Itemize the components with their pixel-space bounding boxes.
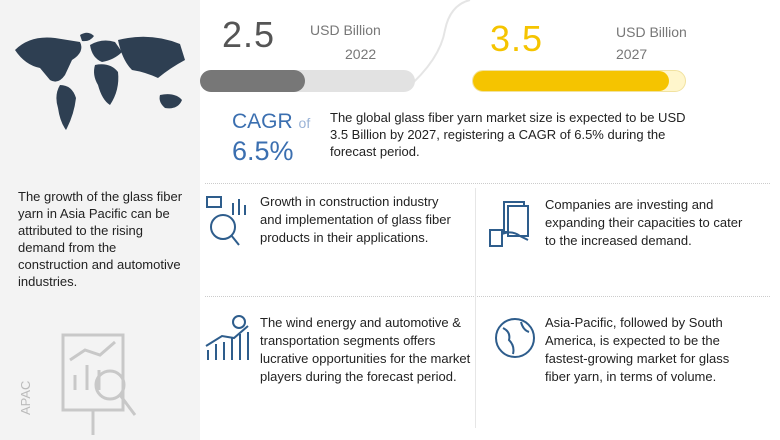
year-2022: 2022 — [345, 46, 377, 62]
world-map — [15, 32, 185, 130]
highlight: Growth in construction industry and impl… — [260, 194, 451, 245]
icon-growth — [205, 315, 249, 360]
highlight: Companies are investing and expanding th… — [545, 197, 743, 248]
divider — [475, 188, 476, 428]
year-2027: 2027 — [616, 46, 648, 62]
analysis-icon — [61, 333, 137, 435]
unit-2022: USD Billion — [310, 22, 381, 38]
divider — [205, 183, 770, 184]
value-2027: 3.5 — [490, 18, 544, 59]
region-label: APAC — [18, 380, 33, 415]
summary: The global glass fiber yarn market size … — [330, 110, 686, 159]
highlight: Asia-Pacific, followed by South America,… — [545, 315, 730, 384]
left-text: The growth of the glass fiber yarn in As… — [18, 189, 183, 289]
icon-globe — [495, 318, 535, 358]
decor-curve — [404, 0, 471, 90]
divider — [205, 296, 770, 297]
bar-fill-2022 — [200, 70, 305, 92]
bar-track-2022 — [200, 70, 415, 92]
bar-track-2027 — [472, 70, 686, 92]
left-panel: The growth of the glass fiber yarn in As… — [0, 0, 200, 440]
cagr-of: of — [298, 115, 311, 131]
highlight: The wind energy and automotive & transpo… — [260, 315, 471, 384]
value-2022: 2.5 — [222, 14, 276, 55]
unit-2027: USD Billion — [616, 24, 687, 40]
icon-investment — [489, 201, 529, 247]
cagr-label: CAGR of — [232, 110, 310, 134]
bar-fill-2027 — [473, 71, 669, 91]
cagr-word: CAGR — [232, 110, 293, 133]
icon-construction — [206, 196, 246, 246]
cagr-value: 6.5% — [232, 136, 294, 166]
